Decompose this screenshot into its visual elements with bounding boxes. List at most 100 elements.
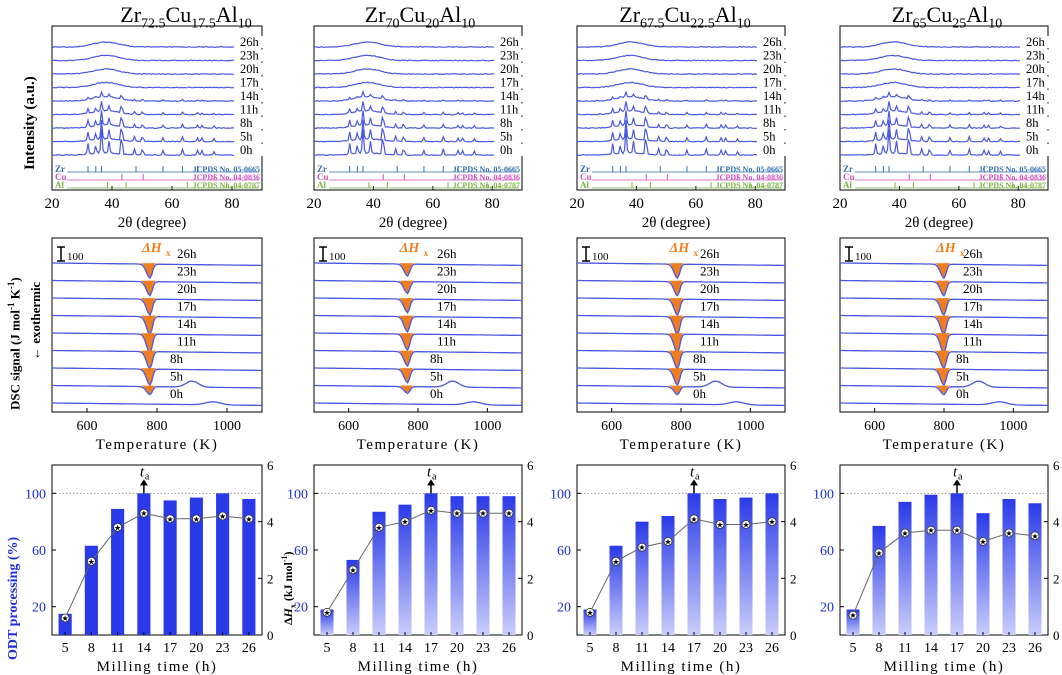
xrd-x-tick-label: 40 — [629, 196, 644, 212]
xrd-x-tick-label: 60 — [425, 196, 440, 212]
dsc-curve-20h — [314, 297, 522, 314]
ta-subscript: a — [958, 471, 963, 482]
odt-bar-11h — [635, 521, 649, 635]
dsc-peak-area-26h — [140, 263, 157, 277]
odt-x-tick-label: 17 — [163, 641, 177, 656]
dsc-curve-11h — [577, 349, 785, 370]
delta-h-point-star: ★ — [1005, 529, 1012, 538]
delta-h-line — [64, 512, 249, 619]
xrd-curve-26h — [51, 41, 263, 49]
delta-h-y-axis-label: ΔHx (kJ mol-1) — [280, 551, 298, 625]
delta-h-point-20h — [978, 537, 988, 546]
delta-h-y-tick-label: 6 — [527, 458, 534, 473]
xrd-series-label: 8h — [763, 116, 776, 130]
dsc-peak-area-17h — [667, 315, 685, 334]
dsc-curve-17h — [314, 314, 522, 334]
reference-element-label: Zr — [843, 164, 853, 174]
delta-h-y-tick-label: 2 — [790, 571, 797, 586]
xrd-curve-20h — [314, 68, 523, 76]
xrd-label-bg — [234, 144, 264, 156]
dsc-series-label: 26h — [963, 246, 983, 261]
xrd-x-tick-label: 20 — [570, 196, 585, 212]
dsc-x-tick-label: 1000 — [213, 419, 241, 434]
delta-h-y-tick-label: 2 — [267, 571, 274, 586]
delta-h-point-26h — [244, 514, 254, 524]
xrd-curve-23h — [313, 54, 523, 62]
delta-h-point-star: ★ — [140, 509, 147, 518]
dsc-x-tick-label: 1000 — [999, 419, 1027, 434]
xrd-label-bg — [494, 117, 524, 129]
dsc-series-label: 0h — [430, 386, 444, 401]
delta-h-label: ΔH — [399, 241, 421, 256]
dsc-series-label: 11h — [437, 334, 457, 349]
xrd-label-bg — [234, 49, 264, 62]
xrd-curve-17h — [313, 81, 523, 89]
odt-bar-17h — [950, 493, 964, 635]
odt-bar-5h — [320, 609, 334, 635]
reference-card-label: JCPDS No. 05-0665 — [453, 165, 520, 174]
delta-h-line — [852, 529, 1036, 616]
xrd-x-tick-label: 40 — [892, 196, 907, 212]
xrd-label-bg — [234, 76, 264, 89]
xrd-series-label: 23h — [500, 49, 520, 63]
dsc-peak-area-14h — [667, 333, 685, 352]
dsc-curve-26h — [577, 262, 785, 280]
delta-h-subscript: x — [960, 248, 965, 258]
odt-x-tick-label: 20 — [450, 641, 464, 656]
dsc-curve-20h — [577, 297, 785, 317]
delta-h-point-star: ★ — [979, 538, 986, 547]
xrd-curve-5h — [314, 119, 523, 143]
xrd-series-label: 5h — [1026, 130, 1039, 144]
xrd-label-bg — [1020, 49, 1050, 62]
odt-bar-20h — [189, 497, 203, 635]
xrd-curve-20h — [839, 68, 1049, 76]
delta-h-point-star: ★ — [875, 549, 882, 558]
xrd-panel: 20 40 60 80 2θ (degree) 26h23h20h17h14h11h8h5… — [307, 25, 524, 231]
dsc-series-label: 5h — [956, 369, 970, 384]
dsc-peak-area-8h — [667, 368, 685, 384]
odt-y-tick-label: 20 — [557, 601, 571, 616]
delta-h-point-star: ★ — [716, 521, 723, 530]
xrd-series-label: 26h — [1026, 35, 1046, 49]
delta-h-point-star: ★ — [953, 526, 960, 535]
odt-y-tick-label: 100 — [25, 487, 46, 502]
xrd-curve-8h — [576, 110, 785, 130]
xrd-curve-14h — [313, 89, 523, 103]
delta-h-y-tick-label: 0 — [267, 628, 274, 643]
delta-h-point-star: ★ — [479, 509, 486, 518]
xrd-curve-0h — [576, 128, 786, 157]
delta-h-point-14h — [926, 525, 936, 535]
delta-h-y-tick-label: 0 — [1053, 628, 1060, 643]
odt-frame — [576, 464, 786, 636]
xrd-label-bg — [1020, 144, 1050, 156]
column-title-1: Zr72.5Cu17.5Al10 — [120, 2, 252, 32]
delta-h-point-26h — [504, 508, 514, 518]
delta-h-point-17h — [952, 525, 962, 535]
xrd-label-bg — [494, 90, 524, 102]
delta-h-point-star: ★ — [245, 515, 252, 524]
dsc-series-label: 14h — [437, 316, 457, 331]
xrd-series-label: 0h — [240, 143, 253, 157]
xrd-curve-14h — [576, 90, 786, 103]
delta-h-subscript: x — [424, 248, 429, 258]
dsc-curve-0h — [52, 401, 262, 407]
odt-bar-14h — [924, 494, 938, 635]
xrd-label-bg — [494, 36, 524, 48]
delta-h-y-tick-label: 4 — [527, 515, 534, 530]
ta-arrowhead — [953, 479, 961, 486]
xrd-label-bg — [234, 36, 264, 48]
xrd-curve-0h — [51, 128, 263, 157]
odt-x-tick-label: 8 — [88, 641, 95, 656]
delta-h-label: ΔH — [935, 241, 957, 256]
xrd-series-label: 20h — [1026, 62, 1046, 76]
odt-x-tick-label: 8 — [613, 641, 620, 656]
odt-bar-11h — [898, 501, 912, 635]
delta-h-point-star: ★ — [586, 608, 593, 617]
xrd-x-axis-label: 2θ (degree) — [379, 215, 447, 231]
xrd-x-axis-label: 2θ (degree) — [118, 215, 186, 231]
delta-h-y-tick-label: 6 — [790, 458, 797, 473]
delta-h-point-star: ★ — [401, 518, 408, 527]
